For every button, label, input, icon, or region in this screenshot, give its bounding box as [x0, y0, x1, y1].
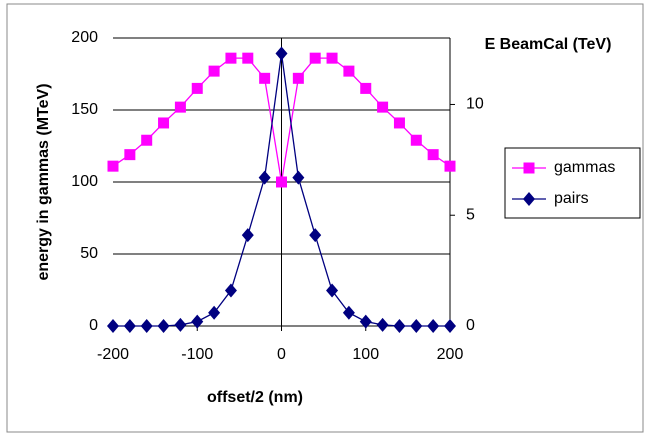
data-point: [292, 170, 305, 185]
legend-box: [504, 147, 641, 219]
legend-label: gammas: [554, 159, 615, 176]
data-point: [343, 65, 355, 77]
data-point: [157, 319, 170, 333]
legend-marker: [523, 192, 535, 206]
data-point: [427, 319, 440, 333]
data-point: [174, 101, 186, 113]
data-point: [191, 314, 204, 329]
data-point: [275, 46, 288, 61]
y2-tick-label: 0: [466, 317, 475, 334]
data-point: [326, 283, 339, 298]
data-point: [208, 65, 220, 77]
data-point: [393, 117, 405, 129]
data-point: [410, 319, 423, 333]
data-point: [124, 149, 136, 161]
y-tick-label: 150: [71, 101, 98, 118]
data-point: [309, 52, 321, 64]
data-point: [225, 52, 237, 64]
data-point: [241, 228, 254, 243]
y2-tick-label: 5: [466, 206, 475, 223]
data-point: [393, 319, 406, 333]
data-point: [359, 314, 372, 329]
y-tick-label: 100: [71, 173, 98, 190]
data-point: [376, 317, 389, 332]
data-point: [326, 52, 338, 64]
data-point: [107, 319, 119, 333]
data-point: [276, 176, 287, 188]
data-point: [123, 319, 136, 333]
data-point: [258, 170, 271, 185]
y2-axis-label: E BeamCal (TeV): [485, 36, 612, 53]
data-point: [191, 82, 203, 94]
x-tick-label: 100: [352, 346, 379, 363]
data-point: [309, 228, 322, 243]
legend-marker: [523, 162, 535, 174]
data-point: [444, 160, 456, 172]
y-tick-label: 200: [71, 29, 98, 46]
data-point: [242, 52, 254, 64]
data-point: [292, 72, 304, 84]
x-tick-label: -200: [97, 346, 129, 363]
data-point: [208, 305, 221, 320]
y-axis-label: energy in gammas (MTeV): [35, 83, 52, 280]
data-point: [140, 319, 153, 333]
y2-tick-label: 10: [466, 96, 484, 113]
data-point: [259, 72, 271, 84]
data-point: [410, 134, 422, 146]
data-point: [107, 160, 119, 172]
data-point: [360, 82, 372, 94]
x-tick-label: 0: [277, 346, 286, 363]
data-point: [141, 134, 153, 146]
x-tick-label: 200: [437, 346, 464, 363]
data-point: [174, 317, 187, 332]
data-point: [342, 305, 355, 320]
y-tick-label: 0: [89, 317, 98, 334]
x-axis-label: offset/2 (nm): [207, 389, 303, 406]
legend-label: pairs: [554, 190, 589, 207]
data-point: [427, 149, 439, 161]
data-point: [377, 101, 389, 113]
data-point: [224, 283, 237, 298]
data-point: [158, 117, 170, 129]
data-point: [444, 319, 456, 333]
y-tick-label: 50: [80, 245, 98, 262]
x-tick-label: -100: [181, 346, 213, 363]
